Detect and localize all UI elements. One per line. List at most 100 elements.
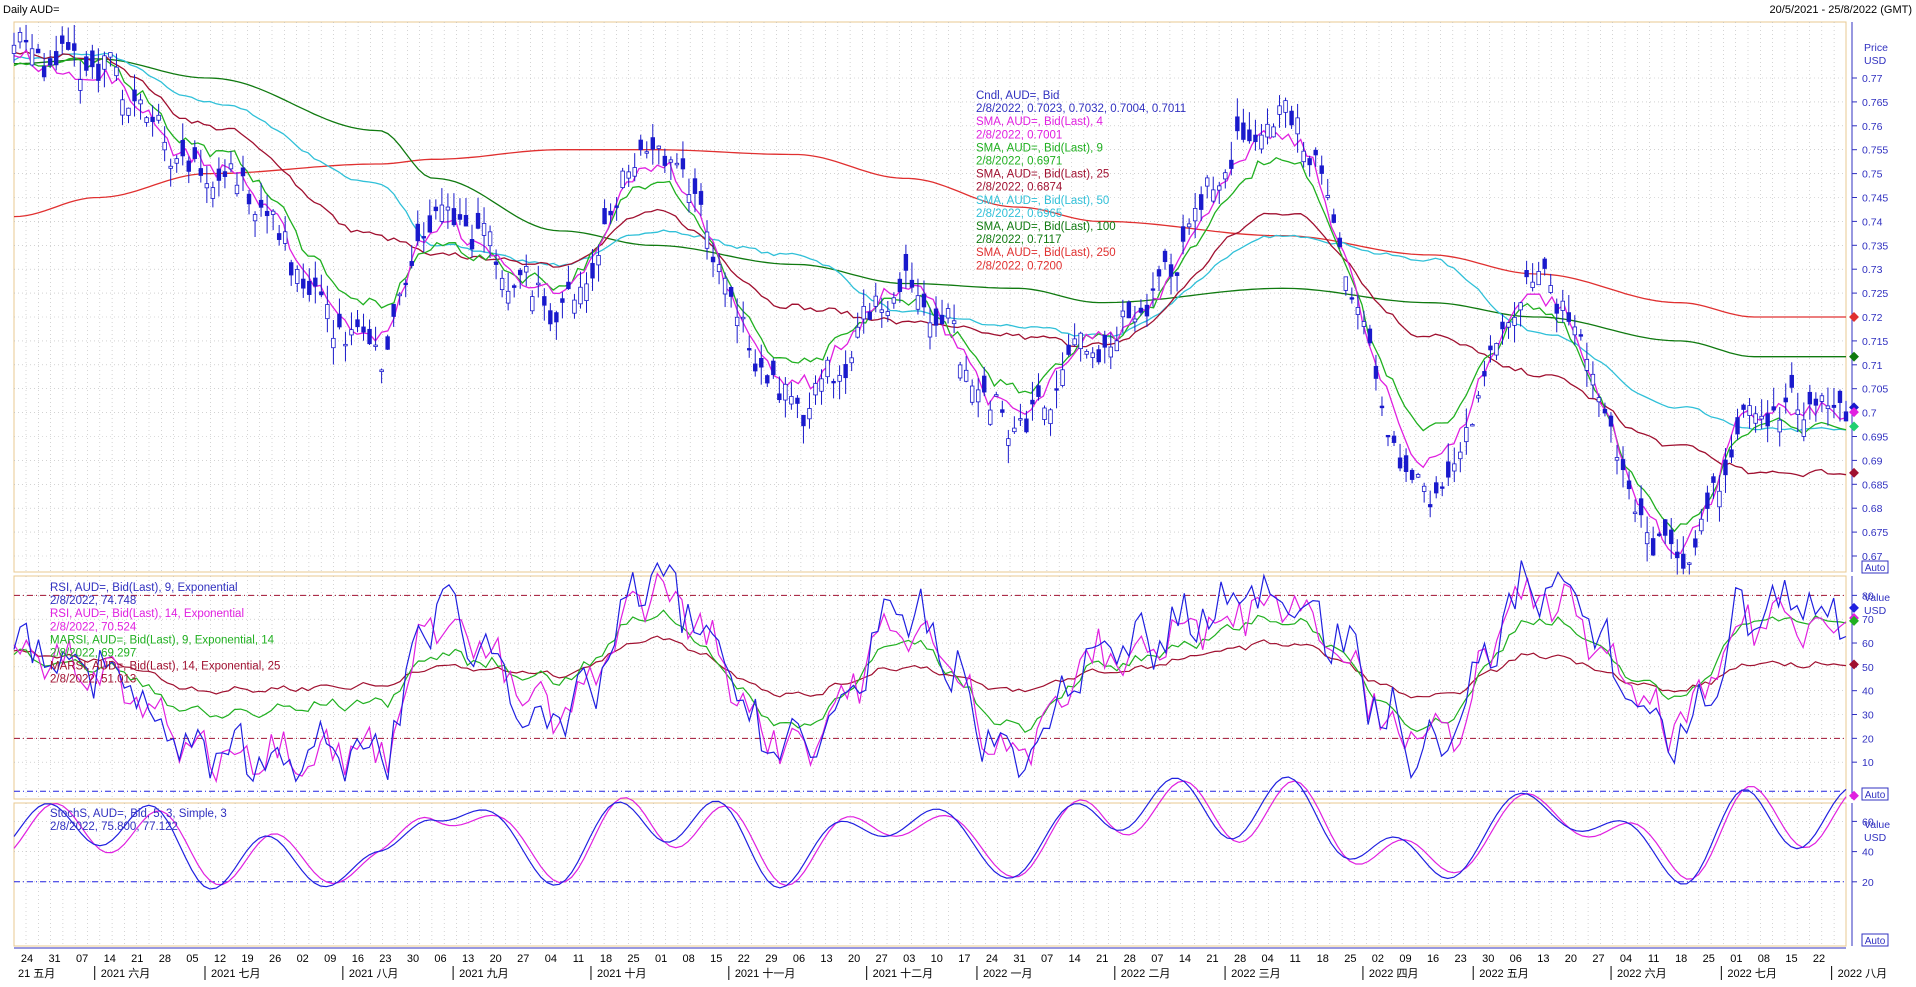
rsi-tick-label: 30: [1862, 710, 1874, 722]
candle: [759, 344, 764, 385]
candle: [174, 155, 179, 173]
candle: [1687, 561, 1692, 575]
stoch-auto-button[interactable]: Auto: [1861, 933, 1889, 947]
candle: [1319, 155, 1324, 185]
candle: [831, 378, 836, 399]
rsi-auto-button[interactable]: Auto: [1861, 787, 1889, 801]
x-day-label: 28: [159, 953, 171, 965]
candle: [511, 283, 517, 298]
price-marker-0: [1849, 312, 1859, 322]
candle: [289, 259, 294, 286]
candle: [825, 356, 830, 384]
candle: [1174, 271, 1180, 292]
x-day-label: 11: [1290, 953, 1301, 965]
candle: [1572, 315, 1578, 345]
candle: [879, 297, 884, 328]
price-panel[interactable]: 0.77 0.765 0.76 0.755 0.75 0.745 0.74 0.735 0.73…: [11, 21, 1889, 575]
candle: [1500, 314, 1505, 345]
candle: [1650, 526, 1656, 557]
price-marker-1: [1849, 351, 1859, 362]
candle: [1337, 232, 1342, 249]
candle: [276, 224, 282, 246]
candle: [982, 366, 987, 397]
candle: [753, 349, 758, 377]
candle: [198, 149, 204, 183]
candle: [1807, 384, 1813, 420]
price-legend-text-3: 2/8/2022, 0.7001: [976, 129, 1062, 141]
candle: [837, 365, 842, 400]
candle: [1614, 444, 1620, 475]
x-day-label: 18: [600, 953, 612, 965]
rsi-tick-label: 20: [1862, 733, 1874, 745]
candle: [186, 156, 191, 184]
candle: [258, 182, 264, 217]
candle: [644, 141, 649, 159]
candle: [921, 280, 927, 316]
x-axis: 24 31 07 14 21 28 05 12 19 26 02 09 16 23 30 06 13 20 27 04…: [14, 947, 1887, 980]
x-day-label: 13: [462, 953, 474, 965]
x-day-label: 29: [765, 953, 777, 965]
marsi14-line: [13, 635, 1847, 699]
candle: [885, 301, 891, 322]
candle: [487, 225, 493, 259]
candle: [325, 285, 330, 333]
candle: [349, 312, 354, 346]
x-day-label: 27: [876, 953, 888, 965]
candle: [1578, 329, 1584, 341]
price-legend-text-0: Cndl, AUD=, Bid: [976, 90, 1059, 102]
candle: [1168, 253, 1174, 295]
candle: [391, 303, 396, 327]
candle: [1825, 387, 1831, 426]
rsi-tick-label: 70: [1862, 614, 1874, 626]
x-day-label: 30: [1482, 953, 1494, 965]
candle: [1018, 403, 1023, 427]
candle: [1211, 176, 1216, 204]
stoch-axis-unit: USD: [1864, 832, 1887, 844]
price-auto-button[interactable]: Auto: [1861, 560, 1889, 574]
candle: [747, 335, 752, 358]
candle: [1241, 108, 1246, 143]
candle: [680, 141, 686, 178]
price-marker-4: [1849, 421, 1859, 432]
candle: [1066, 334, 1071, 357]
candle: [23, 24, 29, 51]
candle: [228, 151, 234, 173]
candle: [915, 278, 921, 315]
candle: [1729, 434, 1734, 464]
x-month-label: 2022 二月: [1121, 968, 1171, 980]
stoch-plot-area: [13, 802, 1847, 947]
x-day-label: 07: [1151, 953, 1163, 965]
candle: [1289, 105, 1294, 129]
rsi-legend-text-5: 2/8/2022, 69.297: [50, 648, 136, 660]
candle: [11, 32, 17, 63]
candle: [976, 378, 981, 418]
candle: [1452, 447, 1457, 483]
candle: [548, 303, 553, 332]
svg-text:Auto: Auto: [1865, 790, 1886, 801]
candle: [252, 211, 258, 238]
candle: [584, 272, 589, 313]
x-day-label: 20: [490, 953, 502, 965]
x-day-label: 19: [241, 953, 253, 965]
x-month-label: 2021 十一月: [735, 966, 796, 980]
candle: [843, 350, 848, 394]
candle: [1379, 396, 1385, 416]
x-day-label: 06: [793, 953, 805, 965]
candle: [566, 265, 571, 290]
candle: [861, 289, 866, 334]
candle: [1397, 443, 1403, 472]
price-tick-label: 0.735: [1862, 240, 1888, 252]
candle: [445, 193, 451, 229]
candle: [957, 361, 963, 381]
candle: [554, 310, 559, 340]
candle: [313, 261, 318, 304]
candle: [1090, 347, 1095, 369]
candle: [240, 155, 246, 191]
candle: [84, 51, 89, 77]
x-day-label: 30: [407, 953, 419, 965]
candle: [994, 391, 999, 397]
x-day-label: 12: [214, 953, 226, 965]
